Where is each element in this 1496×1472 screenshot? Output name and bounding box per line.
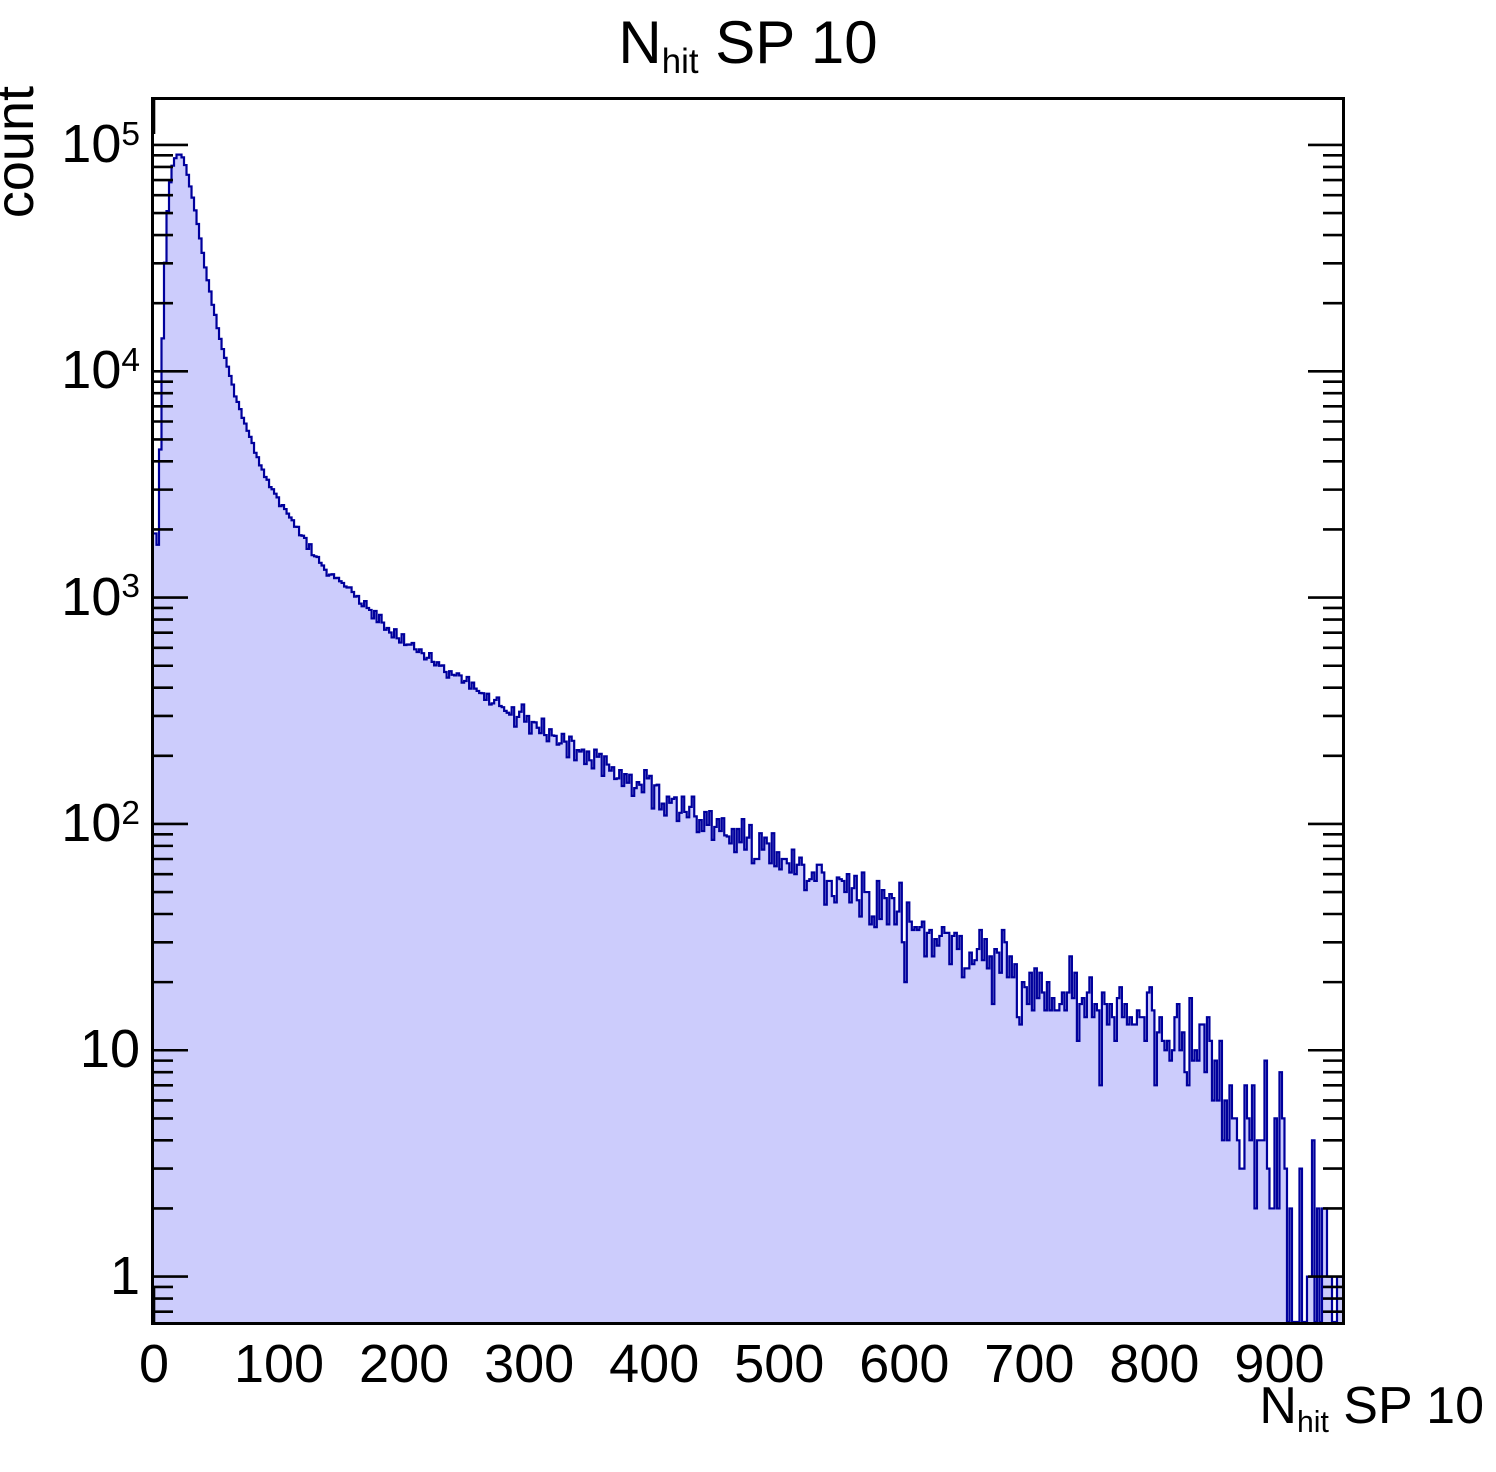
x-tick-label: 800 xyxy=(1109,1334,1200,1394)
title-tail: SP 10 xyxy=(698,9,878,76)
histogram-outline xyxy=(154,153,1342,1322)
y-tick-exponent: 2 xyxy=(121,794,140,832)
y-tick-label: 103 xyxy=(61,566,140,632)
x-axis-title-tail: SP 10 xyxy=(1328,1377,1484,1435)
plot-frame xyxy=(151,97,1345,1325)
y-tick-exponent: 3 xyxy=(121,568,140,606)
x-axis-title-main: N xyxy=(1259,1377,1297,1435)
x-tick-label: 700 xyxy=(984,1334,1075,1394)
x-tick-label: 200 xyxy=(359,1334,450,1394)
x-tick-label: 400 xyxy=(609,1334,700,1394)
page-title: Nhit SP 10 xyxy=(0,8,1496,87)
y-tick-mantissa: 10 xyxy=(61,340,122,401)
x-tick-label: 900 xyxy=(1234,1334,1325,1394)
y-tick-label: 102 xyxy=(61,792,140,858)
y-tick-mantissa: 1 xyxy=(109,1245,140,1306)
x-tick-label: 500 xyxy=(734,1334,825,1394)
x-tick-label: 600 xyxy=(859,1334,950,1394)
y-tick-label: 104 xyxy=(61,340,140,405)
y-tick-exponent: 4 xyxy=(121,341,140,379)
x-axis-title-subscript: hit xyxy=(1296,1406,1329,1440)
y-tick-mantissa: 10 xyxy=(79,1019,140,1080)
x-axis-title: Nhit SP 10 xyxy=(1259,1378,1484,1442)
histogram-fill xyxy=(154,154,1342,1322)
title-subscript: hit xyxy=(661,42,699,82)
y-tick-label: 105 xyxy=(61,113,140,179)
title-main: N xyxy=(618,9,662,76)
y-tick-mantissa: 10 xyxy=(61,113,122,174)
x-tick-label: 300 xyxy=(484,1334,575,1394)
y-tick-label: 1 xyxy=(110,1249,140,1303)
y-tick-label: 10 xyxy=(80,1022,140,1076)
histogram-series xyxy=(154,153,1342,1322)
y-tick-exponent: 5 xyxy=(121,115,140,153)
y-tick-mantissa: 10 xyxy=(61,792,122,853)
x-tick-label: 100 xyxy=(233,1334,325,1394)
y-axis-title: count xyxy=(0,86,45,219)
x-tick-label: 0 xyxy=(138,1334,170,1394)
y-tick-mantissa: 10 xyxy=(61,566,122,627)
